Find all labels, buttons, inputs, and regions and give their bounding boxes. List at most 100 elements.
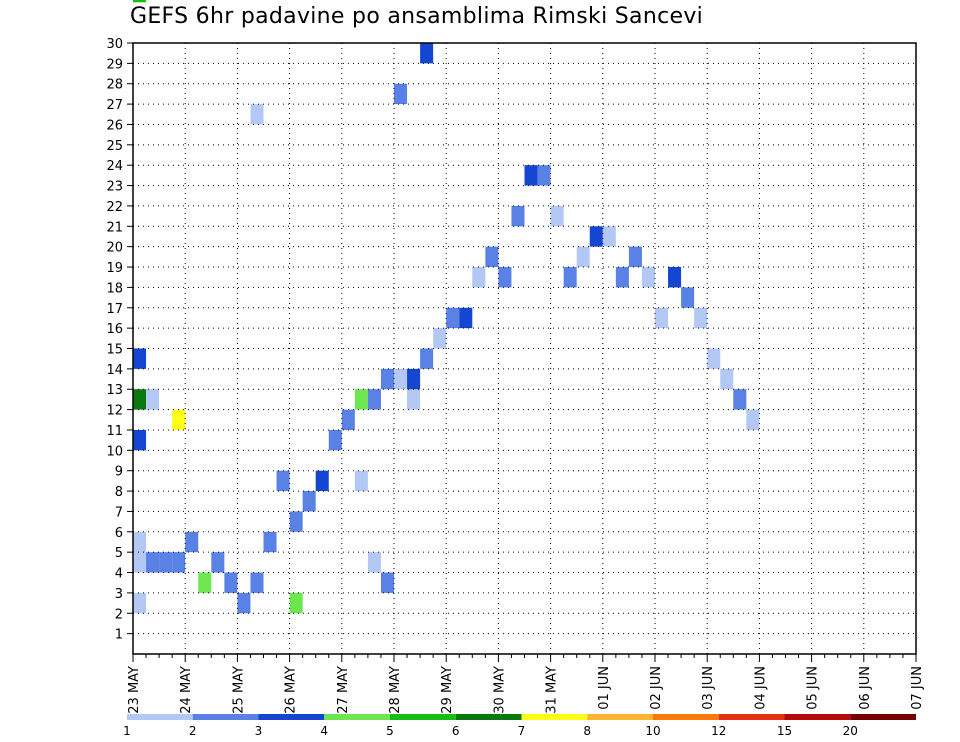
y-tick-label: 6 [115, 526, 123, 541]
colorbar-swatch [192, 714, 259, 720]
x-tick-label: 01 JUN [597, 666, 612, 710]
heatmap-cell [302, 491, 316, 512]
colorbar-label: 1 [123, 724, 131, 738]
y-tick-label: 29 [106, 57, 123, 72]
x-tick-label: 03 JUN [701, 666, 716, 710]
y-tick-label: 21 [106, 220, 123, 235]
heatmap-cell [394, 368, 408, 390]
heatmap-cell [133, 389, 147, 410]
heatmap-cell [746, 409, 760, 430]
colorbar-label: 2 [189, 724, 197, 738]
y-tick-label: 24 [106, 159, 123, 174]
y-tick-label: 11 [106, 424, 123, 439]
heatmap-cell [511, 205, 525, 227]
y-tick-label: 12 [106, 404, 123, 419]
y-tick-label: 16 [106, 322, 123, 337]
y-tick-label: 19 [106, 261, 123, 276]
heatmap-cell [537, 165, 551, 186]
heatmap-cell [328, 429, 342, 451]
y-tick-label: 3 [115, 587, 123, 602]
colorbar-swatch [653, 714, 719, 720]
heatmap-cell [289, 511, 303, 532]
heatmap-cell [276, 470, 290, 492]
y-tick-label: 14 [106, 363, 123, 378]
y-tick-label: 26 [106, 118, 123, 133]
colorbar-label: 5 [386, 724, 394, 738]
heatmap-cell [694, 307, 708, 329]
heatmap-cell [720, 368, 734, 390]
x-tick-label: 23 MAY [127, 666, 142, 714]
colorbar-label: 10 [645, 724, 660, 738]
heatmap-cell [459, 307, 473, 329]
x-tick-label: 27 MAY [336, 666, 351, 714]
y-tick-label: 25 [106, 139, 123, 154]
heatmap-cell [367, 389, 381, 410]
y-tick-label: 4 [115, 567, 123, 582]
x-tick-label: 04 JUN [753, 666, 768, 710]
chart-title: GEFS 6hr padavine po ansamblima Rimski S… [130, 4, 704, 29]
y-tick-label: 20 [106, 241, 123, 256]
y-tick-label: 5 [115, 546, 123, 561]
heatmap-cell [250, 572, 264, 593]
y-tick-label: 7 [115, 505, 123, 520]
heatmap-cell [420, 348, 434, 369]
heatmap-cell [446, 307, 460, 329]
x-tick-label: 06 JUN [858, 666, 873, 710]
heatmap-cell [185, 531, 199, 553]
y-tick-label: 8 [115, 485, 123, 500]
heatmap-cell [420, 43, 434, 64]
heatmap-cell [589, 226, 603, 247]
heatmap-cell [133, 531, 147, 553]
colorbar-label: 12 [711, 724, 726, 738]
x-tick-label: 05 JUN [806, 666, 821, 710]
heatmap-cell [394, 83, 408, 105]
heatmap-cell [602, 226, 616, 247]
x-tick-label: 30 MAY [492, 666, 507, 714]
heatmap-cell [733, 389, 747, 410]
x-tick-label: 28 MAY [388, 666, 403, 714]
colorbar-label: 6 [452, 724, 460, 738]
y-tick-label: 17 [106, 302, 123, 317]
y-tick-label: 22 [106, 200, 123, 215]
colorbar-label: 8 [583, 724, 591, 738]
y-tick-label: 27 [106, 98, 123, 113]
y-tick-label: 13 [106, 383, 123, 398]
y-tick-label: 2 [115, 607, 123, 622]
heatmap-cell [472, 267, 486, 288]
heatmap-cell [250, 104, 264, 125]
y-tick-label: 15 [106, 343, 123, 358]
colorbar-swatch [587, 714, 653, 720]
heatmap-cell [641, 267, 655, 288]
heatmap-cell [133, 552, 147, 573]
colorbar-swatch [455, 714, 522, 720]
y-tick-label: 9 [115, 465, 123, 480]
heatmap-cell [133, 592, 147, 614]
heatmap-cell [655, 307, 669, 329]
heatmap-cell [668, 267, 682, 288]
x-tick-label: 26 MAY [284, 666, 299, 714]
x-tick-label: 29 MAY [440, 666, 455, 714]
heatmap-cell [146, 552, 160, 573]
x-tick-label: 02 JUN [649, 666, 664, 710]
heatmap-cell [211, 552, 225, 573]
heatmap-cell [498, 267, 512, 288]
heatmap-cell [524, 165, 538, 186]
heatmap-cell [315, 470, 329, 492]
heatmap-cell [707, 348, 721, 369]
x-tick-label: 07 JUN [910, 666, 925, 710]
x-tick-label: 24 MAY [179, 666, 194, 714]
colorbar-swatch [390, 714, 456, 720]
heatmap-cell [367, 552, 381, 573]
heatmap-cell [485, 246, 499, 268]
heatmap-cell [172, 409, 186, 430]
colorbar-label: 15 [777, 724, 792, 738]
heatmap-cell [380, 368, 394, 390]
heatmap-cell [576, 246, 590, 268]
colorbar-swatch [127, 714, 193, 720]
heatmap-cell [146, 389, 160, 410]
heatmap-cell [380, 572, 394, 593]
colorbar-swatch [784, 714, 851, 720]
heatmap-cell [354, 470, 368, 492]
heatmap-cell [289, 592, 303, 614]
